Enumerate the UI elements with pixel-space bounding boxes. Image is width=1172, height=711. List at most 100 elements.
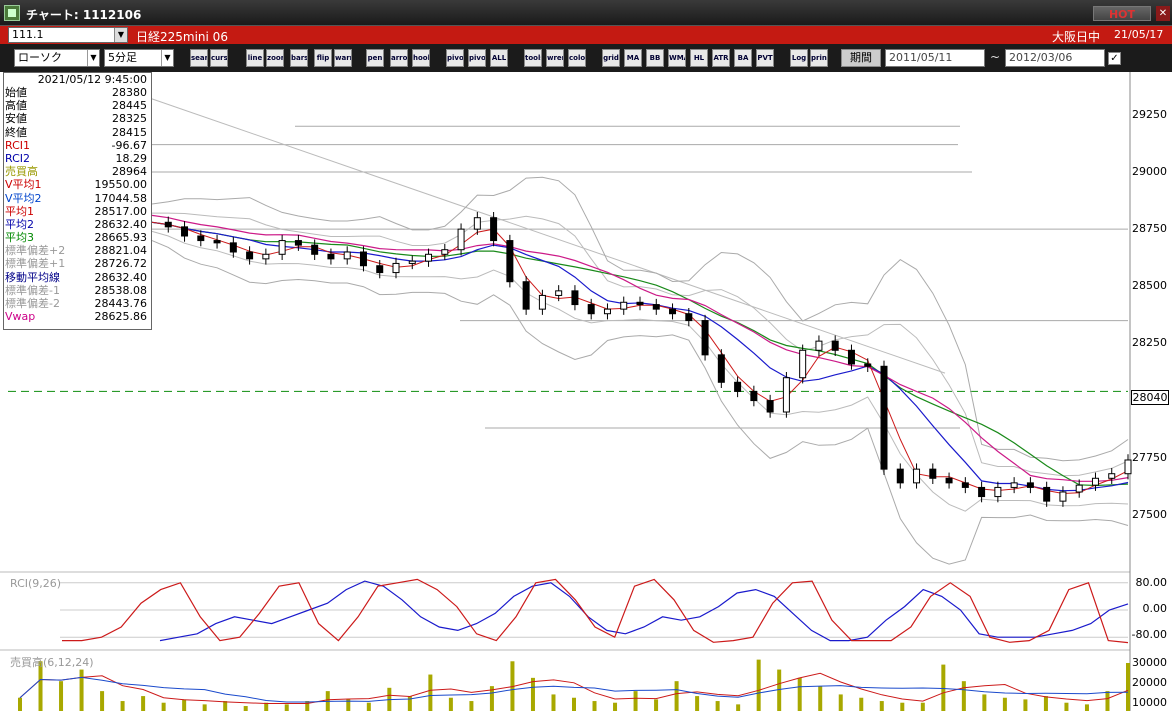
candle-body xyxy=(392,262,400,274)
volume-bar xyxy=(736,704,741,711)
symbol-code-select[interactable]: 111.1 ▼ xyxy=(8,27,128,43)
date-range-separator: ~ xyxy=(990,50,1001,64)
toolbar-tools-button[interactable]: tools xyxy=(524,49,542,67)
volume-bar xyxy=(1023,699,1028,711)
price-axis-tick: 28750 xyxy=(1132,222,1167,236)
data-panel-label: 標準偏差-2 xyxy=(5,297,60,310)
toolbar-pivot2-button[interactable]: pivot2 xyxy=(468,49,486,67)
interval-select[interactable]: 5分足 ▼ xyxy=(104,49,174,67)
price-axis-tick: 29000 xyxy=(1132,165,1167,178)
toolbar-grid-button[interactable]: grid xyxy=(602,49,620,67)
data-panel-row: 安値 28325 xyxy=(4,112,151,125)
date-to-input[interactable]: 2012/03/06 xyxy=(1005,49,1105,67)
volume-bar xyxy=(1105,691,1110,711)
toolbar-print-button[interactable]: print xyxy=(810,49,828,67)
date-from-input[interactable]: 2011/05/11 xyxy=(885,49,985,67)
candle-body xyxy=(603,308,611,315)
bar-timestamp: 2021/05/12 9:45:00 xyxy=(37,73,147,86)
toolbar-bars-button[interactable]: bars xyxy=(290,49,308,67)
volume-bar xyxy=(489,686,494,711)
toolbar-ma-button[interactable]: MA xyxy=(624,49,642,67)
data-panel-value: 28821.04 xyxy=(94,244,148,258)
candle-body xyxy=(717,354,725,383)
candle-body xyxy=(213,240,221,244)
volume-bar xyxy=(428,674,433,711)
toolbar-all-button[interactable]: ALL xyxy=(490,49,508,67)
volume-bar xyxy=(654,699,659,711)
toolbar-hl-button[interactable]: HL xyxy=(690,49,708,67)
rci-axis-tick: -80.00 xyxy=(1131,628,1167,641)
candle-body xyxy=(1059,491,1067,502)
data-panel-label: 平均3 xyxy=(5,231,34,245)
volume-axis-tick: 30000 xyxy=(1132,656,1167,669)
data-panel-row: 始値 28380 xyxy=(4,86,151,99)
chart-area[interactable] xyxy=(0,72,1172,711)
toolbar-line-button[interactable]: line xyxy=(246,49,264,67)
toolbar-cursor-button[interactable]: cursor xyxy=(210,49,228,67)
candle-body xyxy=(620,301,628,310)
rci-axis-tick: 80.00 xyxy=(1135,576,1168,589)
chevron-down-icon[interactable]: ▼ xyxy=(114,28,127,42)
volume-bar xyxy=(1126,663,1130,711)
range-checkbox[interactable]: ✓ xyxy=(1108,52,1121,65)
data-panel-value: 28443.76 xyxy=(94,297,148,310)
toolbar-search-button[interactable]: search xyxy=(190,49,208,67)
toolbar-hook-button[interactable]: hook xyxy=(412,49,430,67)
toolbar-wma-button[interactable]: WMA xyxy=(668,49,686,67)
data-panel-value: 28415 xyxy=(112,125,147,139)
chart-canvas[interactable] xyxy=(0,72,1172,711)
candle-body xyxy=(734,381,742,392)
volume-bar xyxy=(859,697,864,711)
candle-body xyxy=(294,240,302,246)
volume-bar xyxy=(982,694,987,711)
chevron-down-icon[interactable]: ▼ xyxy=(161,50,173,66)
rci1-line xyxy=(62,578,1129,644)
volume-panel-label: 売買高(6,12,24) xyxy=(10,656,94,669)
volume-bar xyxy=(797,677,802,711)
toolbar-zoom-button[interactable]: zoom xyxy=(266,49,284,67)
volume-axis-tick: 10000 xyxy=(1132,696,1167,709)
toolbar-pvt-button[interactable]: PVT xyxy=(756,49,774,67)
volume-bar xyxy=(572,697,576,711)
data-panel-label: 標準偏差+2 xyxy=(5,244,66,258)
candle-body xyxy=(425,253,433,262)
data-panel-label: 平均2 xyxy=(5,217,34,231)
toolbar-arrow-button[interactable]: arrow xyxy=(390,49,408,67)
toolbar-log-button[interactable]: Log xyxy=(790,49,808,67)
close-button[interactable]: ✕ xyxy=(1156,6,1170,21)
candle-body xyxy=(311,244,319,255)
candle-body xyxy=(164,221,172,228)
moving-average-3 xyxy=(151,221,1129,487)
chevron-down-icon[interactable]: ▼ xyxy=(87,50,99,66)
trend-line xyxy=(151,98,946,374)
toolbar-pen-button[interactable]: pen xyxy=(366,49,384,67)
bollinger-lower-1 xyxy=(151,230,1129,512)
data-panel-row: 売買高 28964 xyxy=(4,165,151,178)
data-panel-label: V平均2 xyxy=(5,191,42,205)
toolbar-pivot-button[interactable]: pivot xyxy=(446,49,464,67)
data-panel-row: 標準偏差+2 28821.04 xyxy=(4,244,151,257)
volume-bar xyxy=(407,696,412,711)
data-panel-label: V平均1 xyxy=(5,178,42,192)
data-panel-value: 28517.00 xyxy=(94,204,148,218)
toolbar-warn-button[interactable]: warn xyxy=(334,49,352,67)
data-panel-row: 移動平均線 28632.40 xyxy=(4,271,151,284)
toolbar-ba-button[interactable]: BA xyxy=(734,49,752,67)
volume-bar xyxy=(1002,697,1007,711)
toolbar: ローソク ▼ 5分足 ▼ searchcursor linezoom barsfli… xyxy=(0,44,1172,72)
candle-body xyxy=(1108,473,1116,479)
toolbar-flip-button[interactable]: flip xyxy=(314,49,332,67)
toolbar-wrench-button[interactable]: wrench xyxy=(546,49,564,67)
toolbar-color-button[interactable]: color xyxy=(568,49,586,67)
data-panel-label: 高値 xyxy=(5,99,27,113)
volume-bar xyxy=(305,701,310,711)
rci-axis-tick: 0.00 xyxy=(1142,602,1168,615)
toolbar-bb-button[interactable]: BB xyxy=(646,49,664,67)
toolbar-atr-button[interactable]: ATR xyxy=(712,49,730,67)
chart-type-select[interactable]: ローソク ▼ xyxy=(14,49,100,67)
period-button[interactable]: 期間 xyxy=(841,49,881,67)
volume-bar xyxy=(613,702,618,711)
hot-button[interactable]: HOT xyxy=(1093,6,1151,21)
bollinger-upper-2 xyxy=(151,176,1129,462)
data-panel-row: RCI2 18.29 xyxy=(4,152,151,165)
